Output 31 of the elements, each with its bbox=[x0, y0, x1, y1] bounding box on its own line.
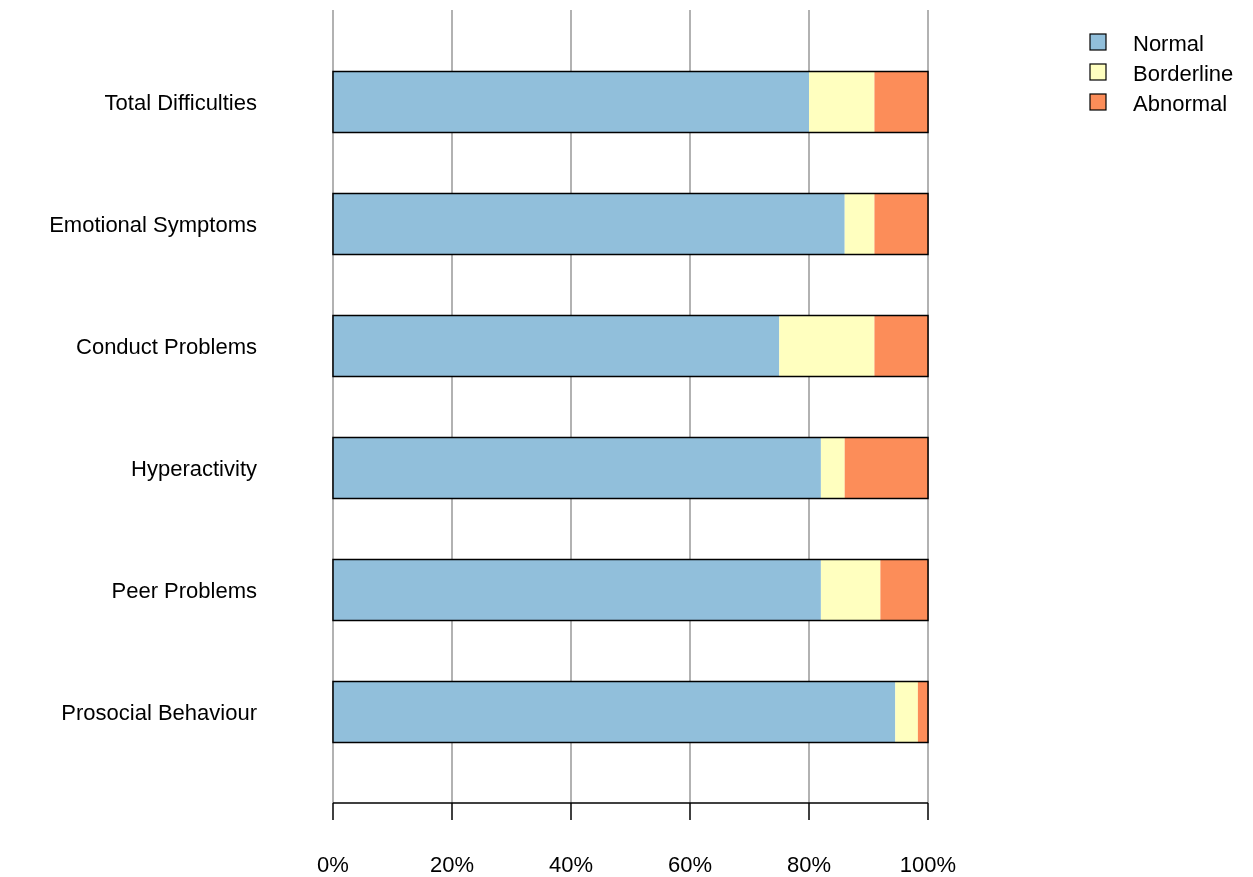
y-tick-label: Emotional Symptoms bbox=[49, 212, 257, 237]
legend-label: Borderline bbox=[1133, 61, 1234, 86]
y-tick-label: Total Difficulties bbox=[104, 90, 257, 115]
bar bbox=[874, 71, 928, 133]
x-tick-label: 20% bbox=[429, 852, 475, 877]
y-tick-label: Conduct Problems bbox=[76, 334, 257, 359]
bar bbox=[874, 193, 928, 255]
y-tick-label: Hyperactivity bbox=[131, 456, 257, 481]
y-tick-label: Prosocial Behaviour bbox=[61, 700, 257, 725]
bar bbox=[880, 559, 928, 621]
x-tick-label: 40% bbox=[548, 852, 594, 877]
bar bbox=[874, 315, 928, 377]
bar bbox=[895, 681, 918, 743]
bar bbox=[844, 193, 875, 255]
bar bbox=[333, 437, 821, 499]
x-tick-label: 60% bbox=[667, 852, 713, 877]
bar bbox=[333, 71, 809, 133]
bar bbox=[844, 437, 928, 499]
bar bbox=[333, 193, 845, 255]
x-tick-label: 100% bbox=[899, 852, 957, 877]
bar bbox=[820, 437, 845, 499]
bar bbox=[779, 315, 875, 377]
bar bbox=[809, 71, 875, 133]
bar bbox=[333, 315, 780, 377]
y-tick-label: Peer Problems bbox=[111, 578, 257, 603]
x-tick-label: 80% bbox=[786, 852, 832, 877]
legend-label: Normal bbox=[1133, 31, 1204, 56]
x-tick-label: 0% bbox=[317, 852, 349, 877]
bar bbox=[333, 559, 821, 621]
legend-label: Abnormal bbox=[1133, 91, 1228, 116]
bar bbox=[820, 559, 881, 621]
